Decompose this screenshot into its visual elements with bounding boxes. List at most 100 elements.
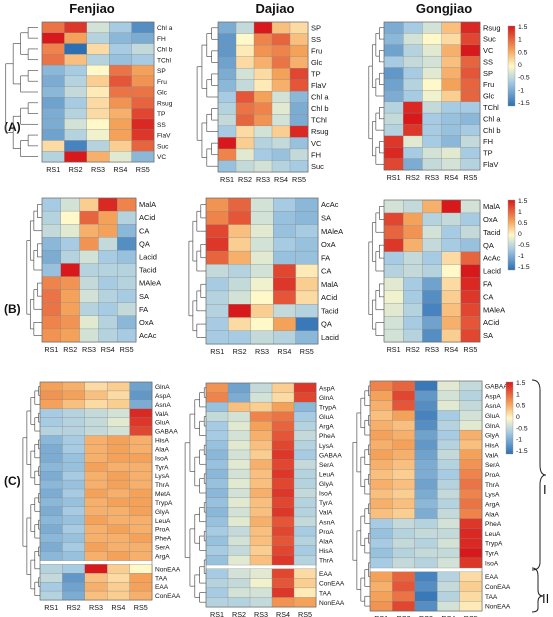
heatmap-cell <box>249 392 273 403</box>
heatmap-cell <box>414 557 438 569</box>
heatmap-cell <box>84 479 108 490</box>
row-label: Glc <box>311 58 323 67</box>
heatmap-cell <box>422 251 443 266</box>
heatmap-cell <box>84 408 108 419</box>
heatmap-cell <box>271 102 291 115</box>
column-label: RS5 <box>298 610 312 617</box>
row-label: QA <box>139 239 150 248</box>
heatmap-cell <box>39 408 63 419</box>
column-label: RS2 <box>67 603 81 612</box>
heatmap-cell <box>84 435 108 445</box>
legend-tick-label: 1 <box>518 37 522 44</box>
row-label: TChl <box>311 116 327 125</box>
row-label: HisA <box>485 442 500 449</box>
row-label: ProA <box>485 472 500 479</box>
heatmap-cell <box>129 479 153 490</box>
heatmap-cell <box>293 440 317 451</box>
heatmap-cell <box>422 290 443 304</box>
heatmap-cell <box>289 67 309 81</box>
heatmap-cell <box>422 55 443 69</box>
heatmap-cell <box>459 488 483 500</box>
column-label: RS1 <box>387 345 401 354</box>
heatmap-cell <box>98 315 118 330</box>
heatmap-cell <box>107 479 131 490</box>
heatmap-cell <box>84 470 108 481</box>
heatmap-cell <box>41 328 62 343</box>
heatmap-cell <box>271 114 291 127</box>
heatmap-cell <box>271 382 295 394</box>
heatmap-cell <box>437 498 461 510</box>
row-label: Chl b <box>311 104 329 113</box>
heatmap-cell <box>41 54 65 66</box>
heatmap-cell <box>227 516 251 527</box>
heatmap-cell <box>64 32 88 45</box>
row-label: MalA <box>139 200 156 209</box>
row-label: AspA <box>485 393 501 400</box>
heatmap-layer: Chl a FH Chl b TChl SP Fru Glc Rsug TP SS FlaV Suc V… <box>5 21 511 617</box>
heatmap-cell <box>422 112 443 125</box>
heatmap-cell <box>131 107 155 120</box>
row-label: GlnA <box>485 423 500 430</box>
heatmap-cell <box>271 56 291 69</box>
heatmap-cell <box>129 542 153 552</box>
heatmap-c-dajiao: AspA GlnA TrypA GluA ArgA PheA LysA GABAA SerA Le… <box>184 382 345 617</box>
heatmap-cell <box>271 478 295 489</box>
heatmap-cell <box>460 251 481 266</box>
heatmap-cell <box>79 328 99 343</box>
heatmap-cell <box>129 390 153 401</box>
heatmap-cell <box>460 264 481 278</box>
heatmap-cell <box>253 137 273 150</box>
heatmap-cell <box>39 488 63 499</box>
heatmap-cell <box>422 277 443 291</box>
heatmap-cell <box>217 33 237 46</box>
heatmap-cell <box>459 429 483 441</box>
heatmap-cell <box>271 430 295 441</box>
row-label: AcAc <box>139 331 157 340</box>
heatmap-cell <box>271 160 291 173</box>
heatmap-cell <box>235 125 255 138</box>
heatmap-cell <box>271 568 295 579</box>
row-label: IsoA <box>319 491 333 498</box>
heatmap-cell <box>228 330 252 345</box>
heatmap-cell <box>293 587 317 598</box>
heatmap-cell <box>437 600 461 612</box>
heatmap-cell <box>273 290 297 305</box>
cluster-label-two: II <box>542 591 549 606</box>
heatmap-cell <box>250 290 274 305</box>
bracket-cluster-two <box>531 567 544 613</box>
heatmap-cell <box>437 459 461 470</box>
heatmap-cell <box>107 542 131 552</box>
heatmap-cell <box>41 129 65 141</box>
heatmap-cell <box>271 67 291 81</box>
heatmap-cell <box>131 86 155 98</box>
heatmap-cell <box>107 462 131 472</box>
heatmap-cell <box>249 430 273 441</box>
heatmap-cell <box>271 468 295 480</box>
heatmap-cell <box>293 449 317 461</box>
heatmap-cell <box>295 224 319 239</box>
heatmap-cell <box>86 43 110 55</box>
row-label: MAleA <box>139 279 161 288</box>
heatmap-cell <box>129 564 153 574</box>
heatmap-cell <box>129 408 153 419</box>
heatmap-cell <box>460 238 481 253</box>
heatmap-cell <box>62 515 86 526</box>
column-label: RS3 <box>89 603 103 612</box>
heatmap-cell <box>369 538 393 549</box>
heatmap-cell <box>98 289 118 304</box>
row-label: AlaA <box>155 446 170 453</box>
heatmap-cell <box>117 250 137 264</box>
heatmap-cell <box>441 158 462 171</box>
heatmap-cell <box>98 250 118 264</box>
heatmap-cell <box>422 21 443 34</box>
heatmap-cell <box>403 199 423 214</box>
heatmap-cell <box>41 250 62 264</box>
heatmap-cell <box>228 304 252 318</box>
heatmap-cell <box>293 535 317 547</box>
heatmap-cell <box>414 420 438 431</box>
heatmap-b-fenjiao: MalA ACid CA QA Lacid Tacid MAleA SA FA OxA AcAc RS… <box>26 197 161 354</box>
row-label: TChl <box>157 57 171 64</box>
heatmap-cell <box>459 581 483 592</box>
heatmap-cell <box>460 277 481 291</box>
heatmap-cell <box>217 148 237 161</box>
